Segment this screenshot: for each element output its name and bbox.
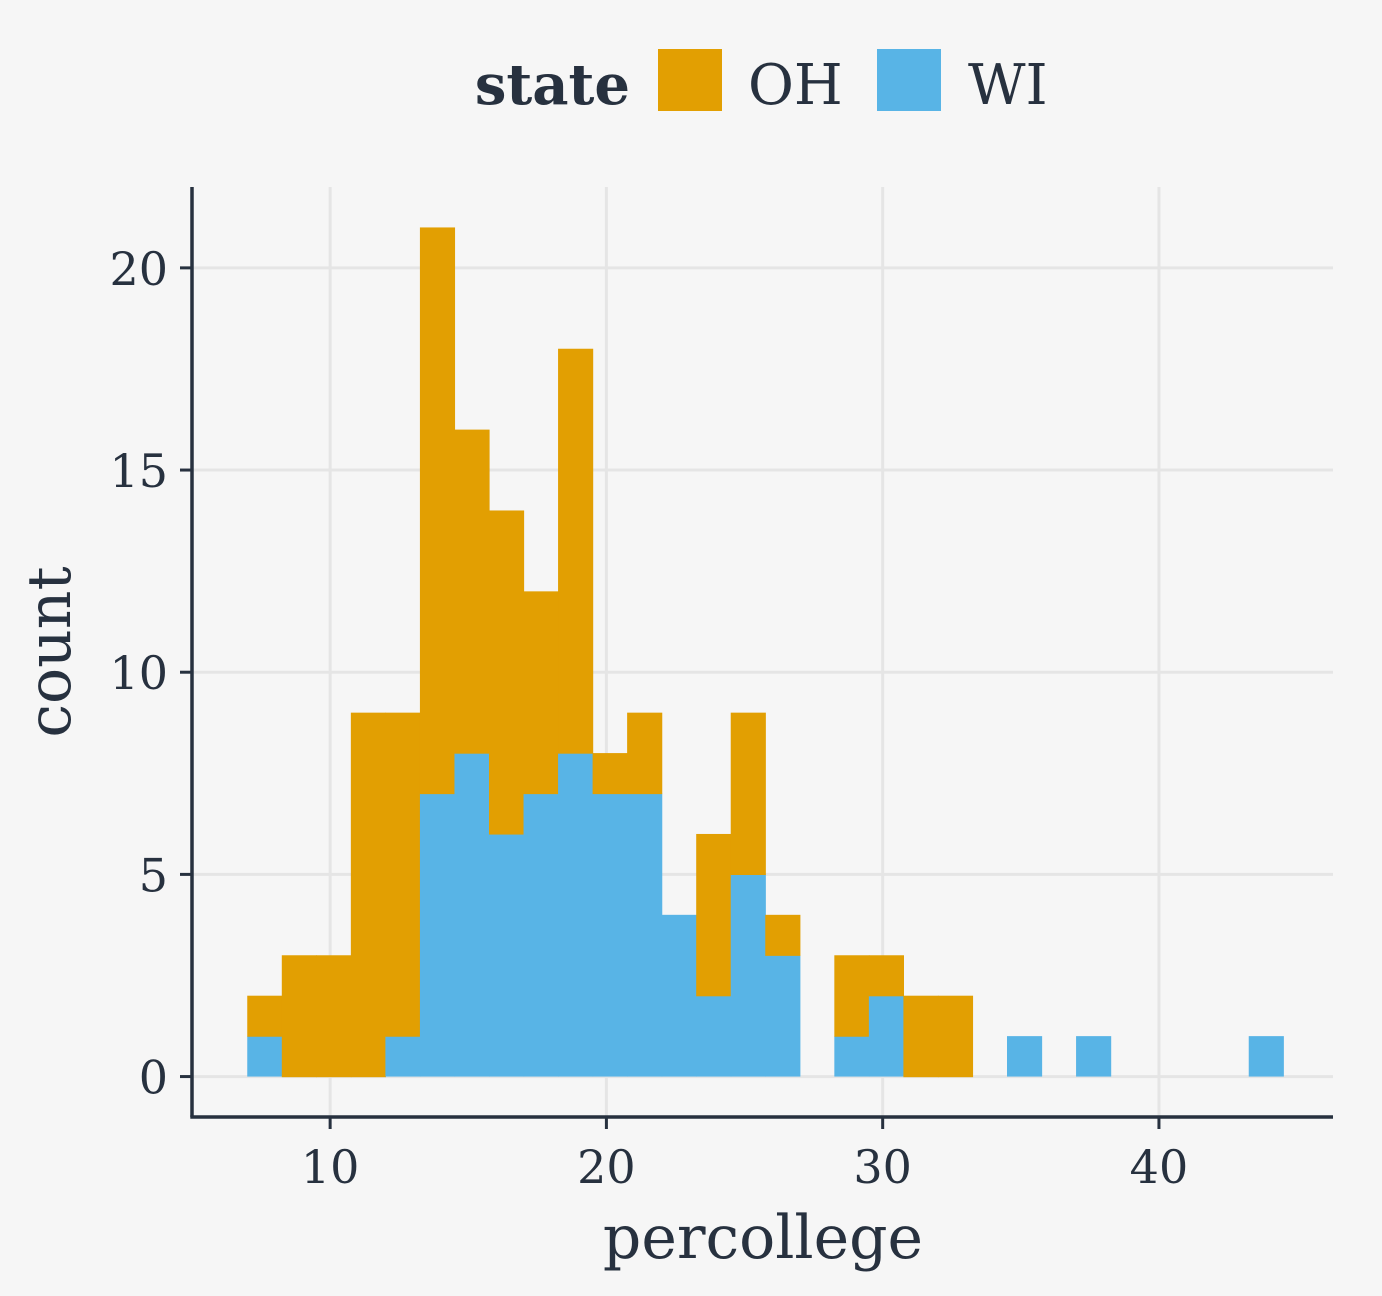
bar-oh-18 bbox=[868, 955, 904, 997]
bar-wi-5 bbox=[419, 793, 456, 1077]
bar-wi-6 bbox=[454, 753, 490, 1077]
bar-oh-14 bbox=[730, 712, 766, 875]
bar-wi-4 bbox=[385, 1036, 421, 1077]
bar-wi-17 bbox=[834, 1036, 870, 1077]
legend-label-oh: OH bbox=[748, 53, 843, 118]
x-axis-title: percollege bbox=[603, 1203, 923, 1273]
bar-oh-10 bbox=[592, 753, 628, 795]
bar-wi-24 bbox=[1076, 1036, 1112, 1077]
bar-wi-8 bbox=[523, 793, 559, 1077]
legend-swatch-wi bbox=[877, 49, 941, 111]
bar-oh-8 bbox=[523, 591, 559, 795]
bar-oh-7 bbox=[488, 510, 525, 835]
bar-oh-2 bbox=[316, 955, 352, 1078]
bar-oh-3 bbox=[350, 712, 386, 1078]
axes: 0 5 10 15 20 10 20 30 40 bbox=[109, 187, 1333, 1194]
bar-oh-9 bbox=[558, 348, 594, 754]
bar-oh-11 bbox=[627, 712, 663, 795]
x-tick-label-20: 20 bbox=[577, 1140, 636, 1194]
bar-wi-7 bbox=[488, 833, 525, 1077]
bar-wi-10 bbox=[592, 793, 628, 1077]
legend-title: state bbox=[475, 52, 630, 118]
legend: state OH WI bbox=[475, 49, 1048, 118]
bar-wi-15 bbox=[765, 955, 801, 1077]
bar-wi-9 bbox=[558, 753, 594, 1077]
bar-wi-29 bbox=[1248, 1036, 1284, 1077]
bar-oh-1 bbox=[281, 955, 317, 1078]
y-tick-label-5: 5 bbox=[139, 848, 168, 902]
bar-oh-15 bbox=[765, 914, 801, 956]
legend-label-wi: WI bbox=[968, 53, 1048, 118]
bar-oh-5 bbox=[419, 227, 456, 795]
bar-wi-11 bbox=[627, 793, 663, 1077]
bars bbox=[247, 227, 1284, 1078]
x-tick-label-10: 10 bbox=[301, 1140, 360, 1194]
bar-wi-12 bbox=[661, 914, 697, 1077]
y-axis-title: count bbox=[15, 566, 85, 737]
bar-oh-6 bbox=[454, 429, 490, 754]
bar-wi-18 bbox=[868, 995, 904, 1077]
y-tick-label-10: 10 bbox=[109, 646, 168, 700]
bar-wi-14 bbox=[730, 874, 766, 1077]
y-tick-label-0: 0 bbox=[139, 1051, 168, 1105]
y-tick-label-15: 15 bbox=[109, 444, 168, 498]
bar-oh-4 bbox=[385, 712, 421, 1037]
bar-oh-20 bbox=[937, 995, 974, 1078]
bar-oh-17 bbox=[834, 955, 870, 1037]
bar-wi-13 bbox=[696, 995, 732, 1077]
bar-oh-19 bbox=[903, 995, 939, 1078]
x-tick-label-40: 40 bbox=[1130, 1140, 1189, 1194]
bar-wi-22 bbox=[1007, 1036, 1043, 1077]
bar-oh-13 bbox=[696, 833, 732, 997]
x-tick-label-30: 30 bbox=[853, 1140, 912, 1194]
y-tick-label-20: 20 bbox=[109, 242, 168, 296]
bar-wi-0 bbox=[247, 1036, 283, 1077]
bar-oh-0 bbox=[247, 995, 283, 1037]
legend-swatch-oh bbox=[658, 49, 722, 111]
